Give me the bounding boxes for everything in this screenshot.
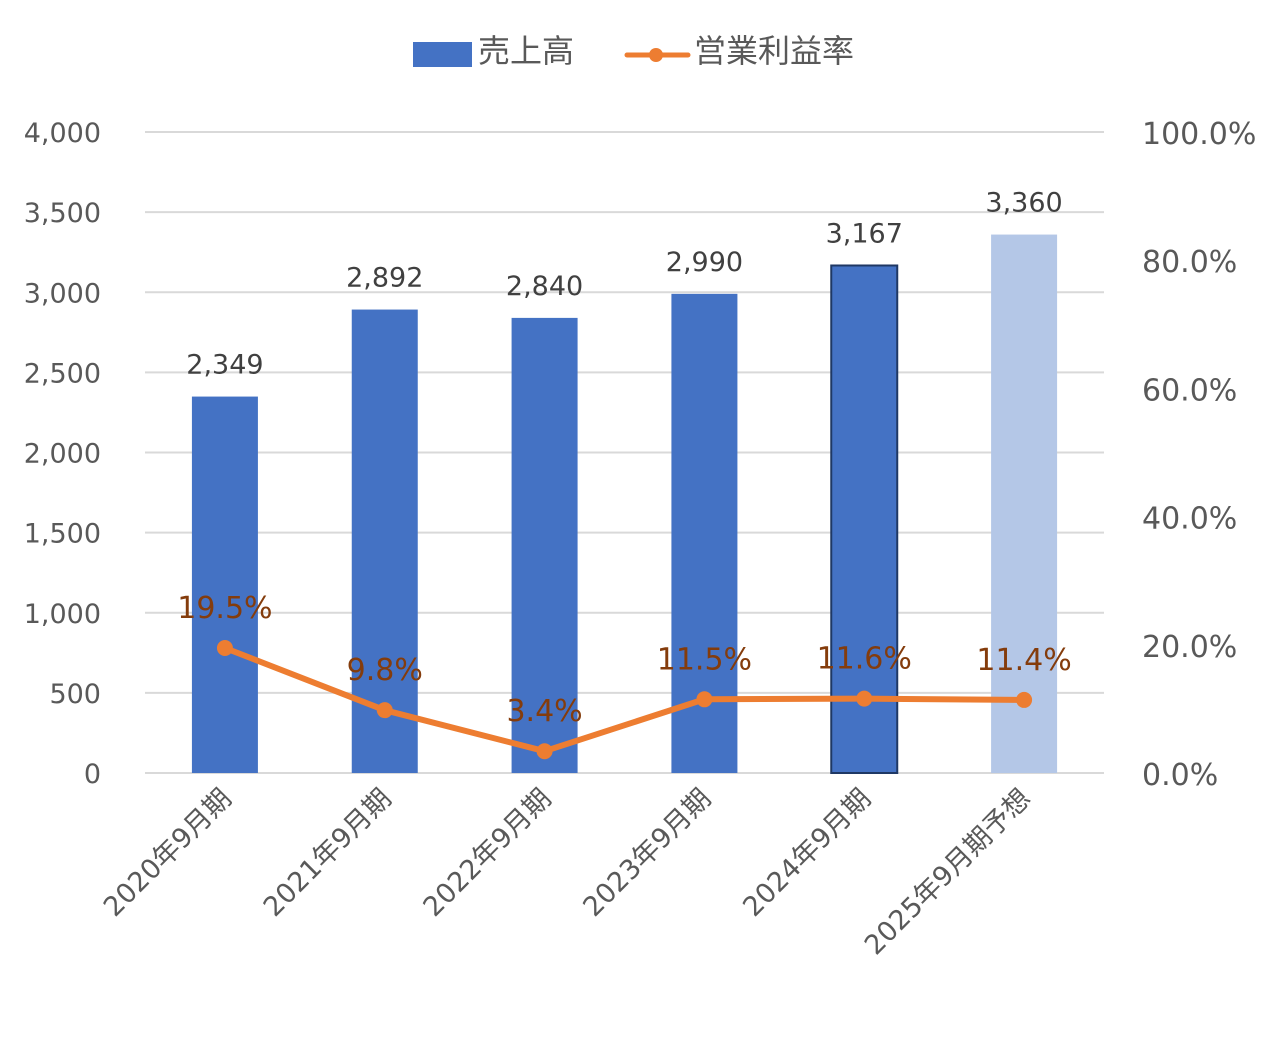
legend-marker-icon — [649, 48, 663, 62]
left-axis-tick: 3,000 — [24, 278, 101, 309]
margin-marker — [376, 702, 393, 719]
margin-polyline — [223, 645, 1025, 755]
margin-marker — [696, 691, 713, 708]
legend: 売上高 営業利益率 — [413, 32, 854, 70]
margin-value-label: 9.8% — [347, 653, 423, 688]
left-axis-tick: 0 — [84, 759, 101, 790]
category-axis: 2020年9月期 2021年9月期 2022年9月期 2023年9月期 2024年9月期… — [98, 783, 1037, 961]
bar-value-label: 2,990 — [666, 247, 743, 278]
right-axis-tick: 0.0% — [1142, 758, 1218, 793]
category-label: 2020年9月期 — [98, 783, 238, 923]
left-axis-tick: 500 — [49, 679, 101, 710]
left-axis-tick: 2,000 — [24, 439, 101, 470]
legend-swatch-sales — [413, 42, 472, 67]
sales-bar — [351, 309, 418, 773]
legend-label-sales: 売上高 — [478, 32, 574, 70]
left-axis-tick: 1,000 — [24, 599, 101, 630]
right-axis-tick: 20.0% — [1142, 630, 1237, 665]
margin-line: 19.5% 9.8% 3.4% 11.5% 11.6% 11.4% — [177, 591, 1072, 760]
left-axis: 0 500 1,000 1,500 2,000 2,500 3,000 3,500 4,000 — [24, 118, 101, 790]
left-axis-tick: 4,000 — [24, 118, 101, 149]
left-axis-tick: 3,500 — [24, 198, 101, 229]
sales-bar — [511, 317, 578, 773]
margin-value-label: 11.4% — [976, 643, 1071, 678]
sales-bar — [191, 396, 258, 773]
bar-value-label: 2,349 — [186, 350, 263, 381]
margin-marker — [1016, 691, 1033, 708]
left-axis-tick: 1,500 — [24, 519, 101, 550]
category-label: 2023年9月期 — [577, 783, 717, 923]
left-axis-tick: 2,500 — [24, 358, 101, 389]
category-label: 2025年9月期予想 — [859, 783, 1037, 961]
right-axis-tick: 100.0% — [1142, 117, 1256, 152]
gridlines — [145, 131, 1104, 774]
margin-marker — [216, 640, 233, 657]
bar-value-label: 2,840 — [506, 271, 583, 302]
right-axis-tick: 80.0% — [1142, 245, 1237, 280]
bar-value-label: 3,167 — [826, 218, 903, 249]
category-label: 2022年9月期 — [418, 783, 558, 923]
legend-label-margin: 営業利益率 — [694, 32, 854, 70]
right-axis-tick: 60.0% — [1142, 373, 1237, 408]
sales-bars: 2,349 2,892 2,840 2,990 3,167 3,360 — [186, 188, 1063, 774]
sales-bar — [991, 234, 1058, 773]
sales-bar — [830, 264, 899, 774]
category-label: 2021年9月期 — [258, 783, 398, 923]
right-axis-tick: 40.0% — [1142, 502, 1237, 537]
margin-value-label: 19.5% — [177, 591, 272, 626]
right-axis: 0.0% 20.0% 40.0% 60.0% 80.0% 100.0% — [1142, 117, 1256, 793]
bar-value-label: 3,360 — [985, 188, 1062, 219]
margin-value-label: 11.6% — [817, 642, 912, 677]
margin-marker — [536, 743, 553, 760]
margin-marker — [856, 690, 873, 707]
margin-value-label: 11.5% — [657, 642, 752, 677]
bar-value-label: 2,892 — [346, 263, 423, 294]
margin-value-label: 3.4% — [506, 694, 582, 729]
category-label: 2024年9月期 — [737, 783, 877, 923]
